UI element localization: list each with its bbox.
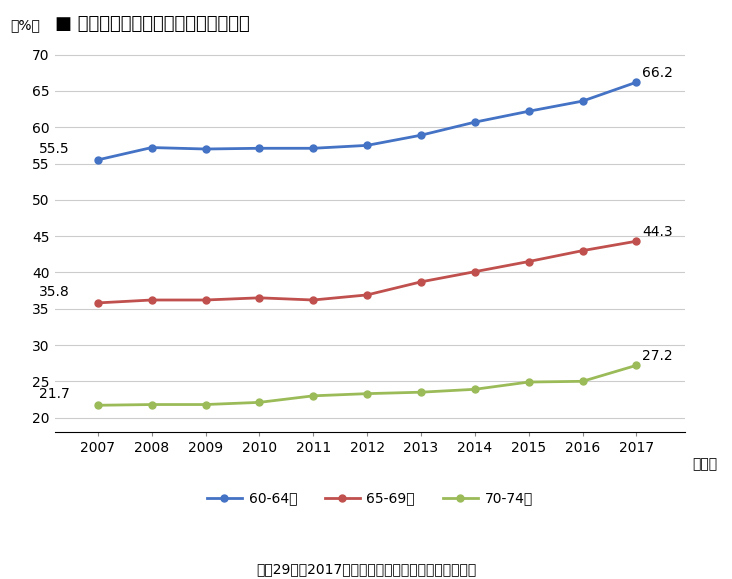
Text: 66.2: 66.2 [642,65,673,80]
65-69歳 [147,296,156,303]
60-64歳 [363,142,372,149]
70-74歳 [363,390,372,397]
65-69歳 [255,294,264,301]
60-64歳 [147,144,156,151]
Text: （年）: （年） [692,457,717,471]
Text: 27.2: 27.2 [642,349,673,363]
60-64歳 [417,132,425,139]
Legend: 60-64歳, 65-69歳, 70-74歳: 60-64歳, 65-69歳, 70-74歳 [201,486,538,511]
60-64歳 [578,98,587,105]
Text: 35.8: 35.8 [40,285,70,299]
65-69歳 [524,258,533,265]
60-64歳 [201,145,210,152]
Text: 55.5: 55.5 [40,142,70,156]
70-74歳 [417,389,425,395]
65-69歳 [201,296,210,303]
65-69歳 [363,291,372,298]
60-64歳 [255,145,264,152]
Text: ■ 年齢階級別就業率の推移（男女計）: ■ 年齢階級別就業率の推移（男女計） [55,15,250,33]
70-74歳 [255,399,264,406]
65-69歳 [417,278,425,285]
65-69歳 [309,296,318,303]
70-74歳 [94,402,102,409]
Line: 65-69歳: 65-69歳 [94,238,640,306]
70-74歳 [471,386,479,393]
65-69歳 [471,268,479,275]
65-69歳 [578,247,587,254]
70-74歳 [147,401,156,408]
70-74歳 [524,379,533,386]
70-74歳 [632,362,640,369]
60-64歳 [309,145,318,152]
60-64歳 [632,79,640,86]
60-64歳 [524,108,533,115]
65-69歳 [632,238,640,245]
Text: 21.7: 21.7 [40,387,70,401]
Line: 60-64歳: 60-64歳 [94,79,640,163]
Text: 平成29年（2017年）　労働力調査（総務省統計局）: 平成29年（2017年） 労働力調査（総務省統計局） [256,562,476,576]
60-64歳 [94,156,102,163]
Line: 70-74歳: 70-74歳 [94,362,640,409]
65-69歳 [94,299,102,306]
Text: （%）: （%） [10,19,40,32]
70-74歳 [309,393,318,400]
70-74歳 [578,378,587,385]
60-64歳 [471,119,479,126]
70-74歳 [201,401,210,408]
Text: 44.3: 44.3 [642,225,673,239]
